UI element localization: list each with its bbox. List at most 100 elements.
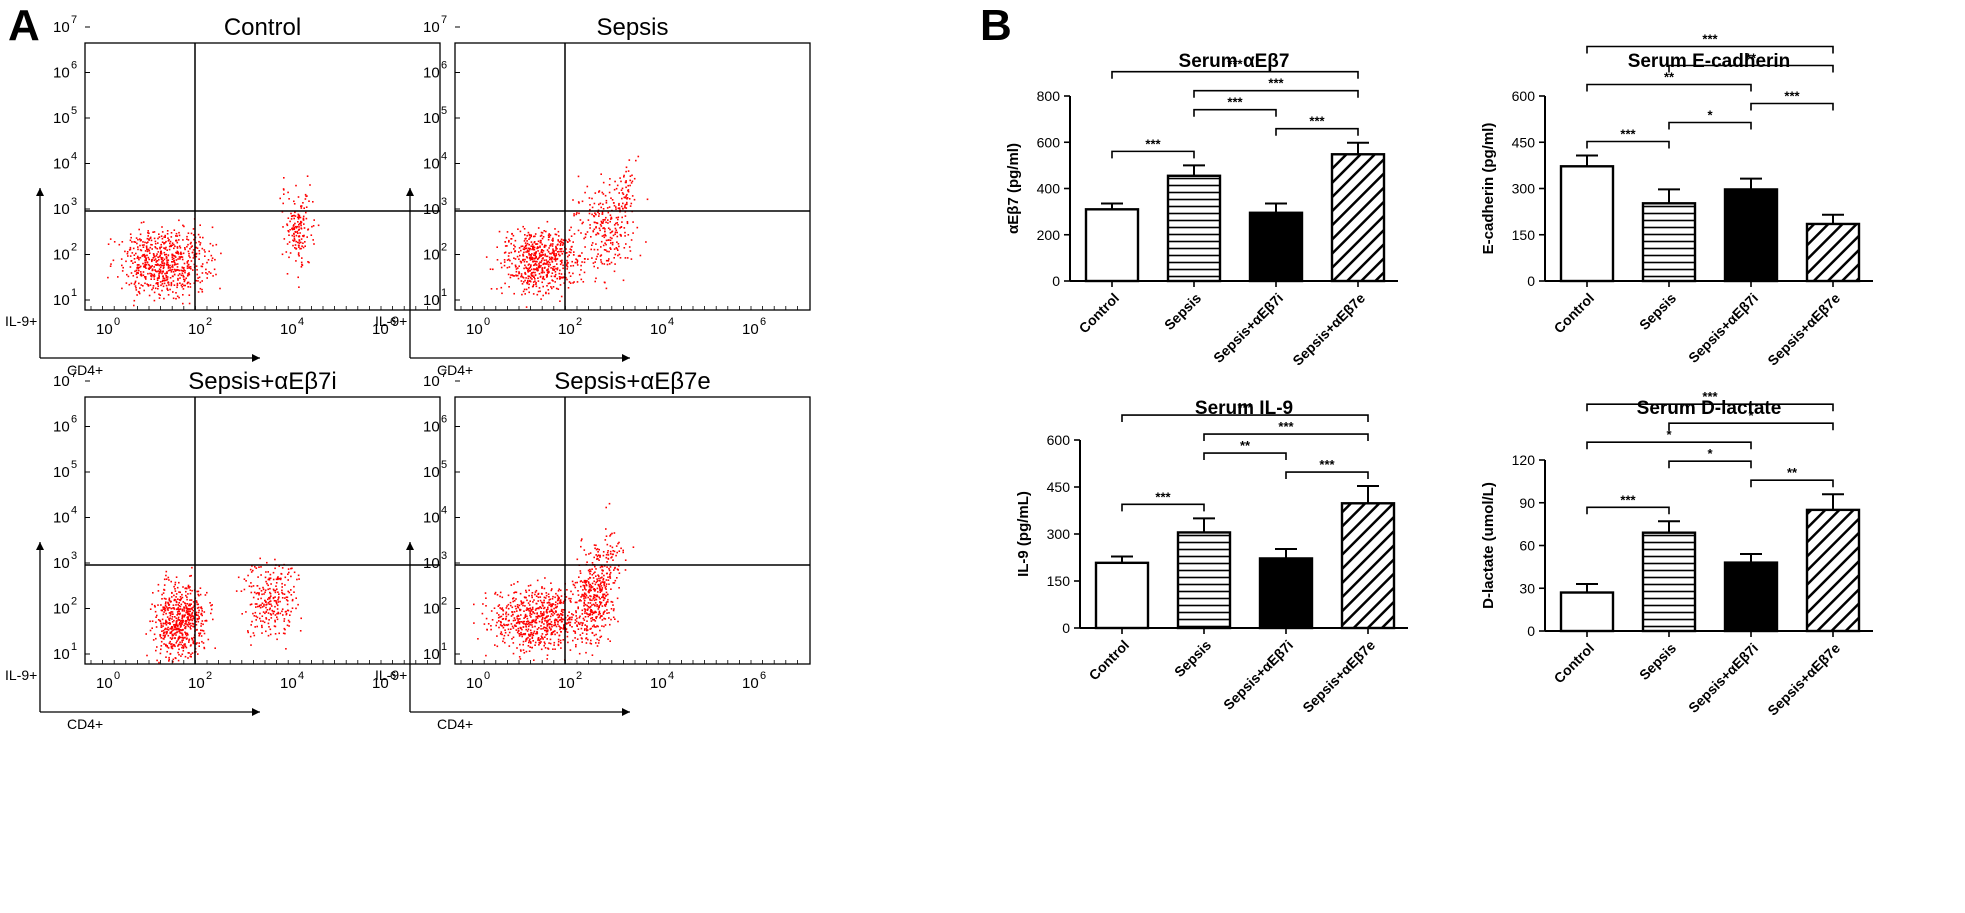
scatter-point	[303, 223, 305, 225]
significance-bracket: ***	[1586, 32, 1834, 54]
scatter-point	[512, 636, 515, 639]
scatter-point	[547, 268, 549, 270]
scatter-point	[518, 272, 520, 275]
scatter-point	[494, 644, 496, 646]
scatter-point	[589, 628, 591, 630]
scatter-point	[559, 628, 561, 631]
scatter-point	[573, 251, 575, 253]
scatter-point	[527, 275, 530, 277]
scatter-point	[290, 218, 293, 220]
scatter-point	[259, 606, 262, 609]
scatter-point	[175, 631, 178, 634]
x-tick-label: Control	[1551, 640, 1598, 687]
scatter-point	[299, 247, 301, 250]
scatter-point	[155, 255, 158, 257]
scatter-point	[188, 302, 191, 305]
scatter-point	[179, 608, 182, 610]
scatter-point	[209, 272, 212, 274]
y-tick-label: 10 5	[423, 105, 447, 127]
y-axis-arrowhead	[406, 542, 414, 550]
scatter-point	[515, 622, 518, 625]
scatter-point	[605, 199, 608, 202]
scatter-point	[264, 589, 267, 592]
scatter-point	[531, 636, 534, 638]
scatter-point	[551, 633, 554, 635]
scatter-point	[544, 620, 546, 622]
scatter-point	[616, 222, 618, 224]
svg-text:10: 10	[423, 156, 440, 173]
panel-label-a: A	[8, 1, 40, 50]
scatter-point	[505, 236, 508, 239]
scatter-point	[512, 613, 514, 616]
scatter-point	[565, 628, 568, 630]
scatter-point	[165, 240, 167, 243]
scatter-point	[171, 592, 173, 594]
scatter-point	[534, 271, 536, 274]
scatter-point	[507, 623, 510, 626]
scatter-point	[583, 603, 586, 605]
scatter-point	[183, 262, 186, 265]
svg-text:4: 4	[441, 151, 447, 163]
svg-text:4: 4	[298, 670, 304, 682]
scatter-point	[121, 241, 124, 243]
scatter-point	[180, 251, 182, 254]
scatter-point	[503, 252, 506, 254]
scatter-point	[171, 613, 174, 615]
scatter-point	[302, 215, 305, 218]
scatter-point	[537, 266, 540, 269]
scatter-point	[177, 659, 180, 662]
scatter-point	[187, 232, 190, 234]
scatter-point	[197, 277, 199, 279]
scatter-point	[247, 574, 249, 577]
bar	[1330, 153, 1386, 283]
scatter-point	[573, 233, 576, 235]
significance-label: ***	[1620, 492, 1636, 507]
scatter-point	[517, 267, 519, 269]
y-tick-label: 10 3	[53, 196, 77, 218]
scatter-point	[603, 584, 606, 587]
scatter-point	[529, 234, 531, 237]
scatter-point	[211, 226, 214, 229]
scatter-point	[596, 604, 598, 606]
scatter-point	[159, 652, 162, 655]
scatter-point	[565, 622, 568, 625]
scatter-point	[523, 260, 526, 263]
scatter-point	[595, 616, 597, 618]
scatter-point	[293, 585, 295, 588]
scatter-point	[181, 266, 184, 269]
scatter-point	[603, 565, 606, 567]
significance-label: **	[1240, 438, 1251, 453]
scatter-point	[593, 202, 596, 205]
scatter-point	[303, 207, 305, 209]
scatter-point	[585, 553, 587, 556]
scatter-point	[614, 579, 617, 582]
scatter-point	[211, 259, 213, 262]
scatter-point	[620, 180, 622, 183]
scatter-point	[179, 612, 181, 615]
y-tick-label: 10 7	[53, 368, 77, 390]
scatter-point	[605, 287, 608, 290]
scatter-point	[526, 256, 529, 259]
scatter-point	[162, 637, 164, 640]
scatter-point	[523, 610, 525, 612]
scatter-point	[165, 598, 167, 600]
scatter-point	[173, 624, 175, 626]
scatter-point	[179, 628, 181, 631]
x-tick-label: Sepsis+αEβ7i	[1685, 290, 1761, 366]
scatter-point	[147, 248, 150, 251]
scatter-point	[176, 241, 179, 244]
scatter-point	[578, 576, 580, 578]
scatter-point	[170, 232, 173, 234]
scatter-point	[589, 605, 592, 608]
scatter-point	[134, 241, 137, 243]
scatter-point	[283, 593, 286, 595]
scatter-point	[548, 604, 550, 606]
scatter-point	[186, 620, 188, 622]
scatter-point	[184, 269, 186, 272]
scatter-point	[268, 619, 270, 621]
scatter-point	[613, 582, 616, 584]
scatter-point	[607, 598, 609, 601]
scatter-point	[606, 566, 608, 568]
scatter-point	[524, 293, 526, 295]
scatter-point	[154, 240, 157, 243]
